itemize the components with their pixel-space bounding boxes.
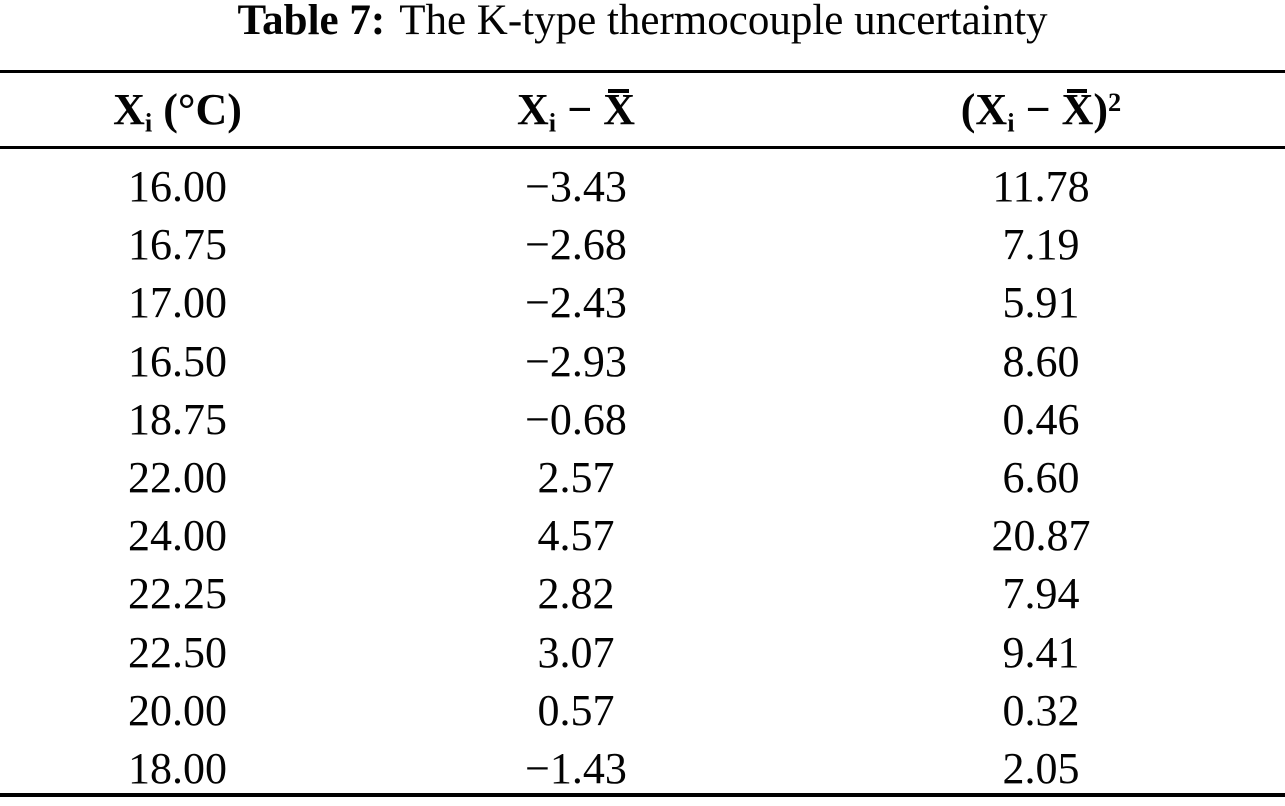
header-dev-x: X — [517, 84, 549, 134]
cell-deviation: −3.43 — [525, 162, 627, 212]
cell-deviation-squared: 6.60 — [1002, 453, 1080, 503]
column-header-deviation: Xi − X — [355, 84, 797, 135]
cell-deviation-squared: 20.87 — [991, 511, 1091, 561]
cell-deviation-squared: 9.41 — [1002, 627, 1080, 677]
cell-deviation: 3.07 — [537, 627, 615, 677]
table-caption-text: The K-type thermocouple uncertainty — [399, 0, 1048, 44]
header-dev-minus: − — [556, 84, 604, 134]
cell-xi: 18.00 — [128, 743, 227, 793]
table-caption: Table 7: The K-type thermocouple uncertai… — [0, 0, 1285, 47]
table-row: 18.75 −0.68 0.46 — [0, 391, 1285, 449]
cell-deviation: 0.57 — [537, 685, 615, 735]
table-row: 17.00 −2.43 5.91 — [0, 274, 1285, 332]
header-dev-xbar: X — [603, 84, 635, 134]
table-top-rule — [0, 70, 1285, 73]
cell-deviation-squared: 7.94 — [1002, 569, 1080, 619]
header-devsq-subscript: i — [1007, 106, 1015, 137]
cell-deviation: −2.43 — [525, 278, 627, 328]
cell-xi: 16.50 — [128, 336, 227, 386]
table-row: 16.00 −3.43 11.78 — [0, 158, 1285, 216]
cell-xi: 22.00 — [128, 453, 227, 503]
table-body: 16.00 −3.43 11.78 16.75 −2.68 7.19 17.00… — [0, 158, 1285, 798]
table-row: 16.75 −2.68 7.19 — [0, 216, 1285, 274]
table-row: 18.00 −1.43 2.05 — [0, 740, 1285, 798]
header-devsq-minus: − — [1014, 84, 1062, 134]
cell-deviation: −1.43 — [525, 743, 627, 793]
cell-deviation: 2.82 — [537, 569, 615, 619]
table-row: 22.25 2.82 7.94 — [0, 565, 1285, 623]
table-row: 24.00 4.57 20.87 — [0, 507, 1285, 565]
table-row: 20.00 0.57 0.32 — [0, 682, 1285, 740]
header-xi-subscript: i — [144, 106, 153, 137]
header-xi-symbol: X — [113, 84, 145, 134]
column-header-xi: Xi (°C) — [0, 84, 355, 135]
cell-xi: 22.50 — [128, 627, 227, 677]
cell-deviation: −2.93 — [525, 336, 627, 386]
header-devsq-open-paren: ( — [960, 84, 976, 134]
cell-xi: 22.25 — [128, 569, 227, 619]
cell-deviation: 2.57 — [537, 453, 615, 503]
cell-xi: 24.00 — [128, 511, 227, 561]
cell-deviation: −2.68 — [525, 220, 627, 270]
cell-xi: 18.75 — [128, 394, 227, 444]
header-xi-unit: (°C) — [152, 84, 242, 134]
cell-deviation: −0.68 — [525, 394, 627, 444]
table-row: 16.50 −2.93 8.60 — [0, 333, 1285, 391]
cell-deviation-squared: 2.05 — [1002, 743, 1080, 793]
cell-deviation-squared: 5.91 — [1002, 278, 1080, 328]
table-bottom-rule — [0, 793, 1285, 797]
header-devsq-close-paren: ) — [1093, 84, 1109, 134]
table-caption-label: Table 7: — [237, 0, 386, 44]
cell-deviation-squared: 7.19 — [1002, 220, 1080, 270]
column-header-deviation-squared: (Xi − X)2 — [797, 84, 1285, 135]
cell-deviation-squared: 0.46 — [1002, 394, 1080, 444]
cell-xi: 20.00 — [128, 685, 227, 735]
header-dev-subscript: i — [548, 106, 557, 137]
cell-xi: 17.00 — [128, 278, 227, 328]
cell-deviation-squared: 11.78 — [992, 162, 1090, 212]
cell-deviation-squared: 8.60 — [1002, 336, 1080, 386]
cell-deviation: 4.57 — [537, 511, 615, 561]
cell-deviation-squared: 0.32 — [1002, 685, 1080, 735]
cell-xi: 16.75 — [128, 220, 227, 270]
header-devsq-xbar: X — [1061, 84, 1094, 134]
header-devsq-x: X — [975, 84, 1008, 134]
table-header-rule — [0, 146, 1285, 149]
cell-xi: 16.00 — [128, 162, 227, 212]
table-header-row: Xi (°C) Xi − X (Xi − X)2 — [0, 73, 1285, 146]
table-row: 22.50 3.07 9.41 — [0, 624, 1285, 682]
header-devsq-exponent: 2 — [1108, 86, 1122, 117]
table-row: 22.00 2.57 6.60 — [0, 449, 1285, 507]
